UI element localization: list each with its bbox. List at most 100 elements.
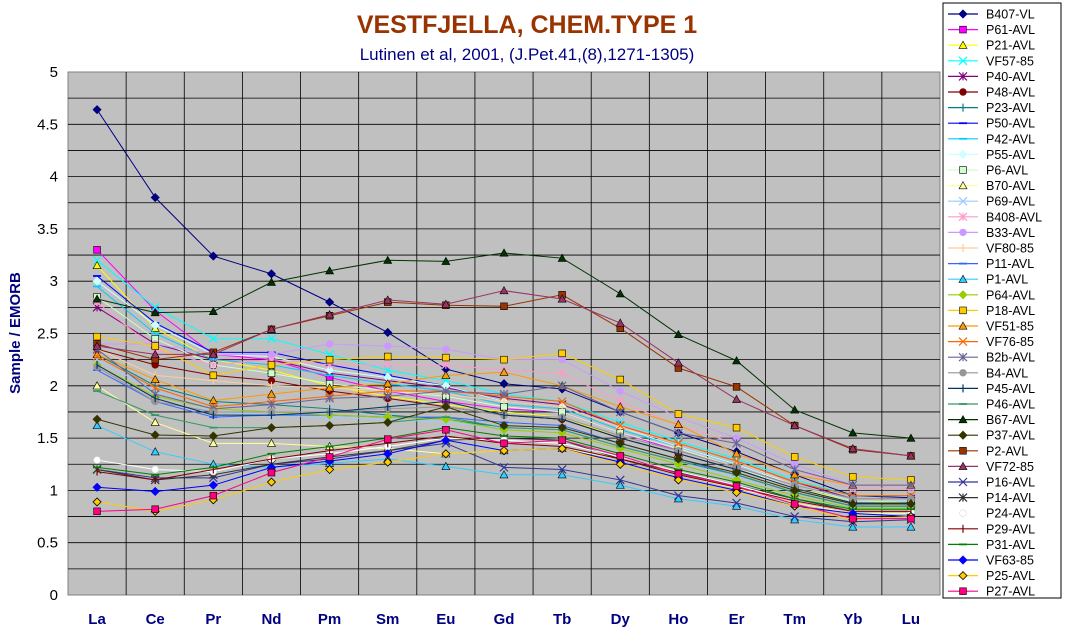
data-point: [209, 371, 218, 380]
legend-item: P25-AVL: [948, 569, 1035, 583]
data-point: [673, 428, 683, 438]
data-point: [958, 9, 968, 19]
data-point: [325, 365, 335, 375]
series-p45-avl: [96, 360, 912, 507]
data-point: [266, 438, 276, 447]
data-point: [150, 430, 160, 440]
data-point: [958, 274, 968, 283]
data-point: [959, 306, 967, 315]
data-point: [732, 394, 742, 403]
data-point: [732, 498, 741, 508]
data-point: [150, 349, 160, 358]
data-point: [616, 387, 624, 395]
x-tick-label: Ho: [668, 611, 688, 628]
data-point: [906, 480, 916, 490]
x-tick-label: Gd: [494, 611, 515, 628]
legend-label: VF51-85: [986, 320, 1034, 334]
data-point: [616, 375, 624, 384]
data-point: [557, 465, 567, 474]
data-point: [325, 310, 335, 319]
legend-item: P27-AVL: [948, 585, 1035, 599]
data-point: [959, 25, 967, 34]
data-point: [615, 480, 625, 489]
data-point: [93, 456, 101, 464]
data-point: [383, 255, 393, 264]
data-point: [384, 342, 392, 350]
data-point: [790, 420, 800, 430]
data-point: [958, 477, 968, 487]
legend-label: VF72-85: [986, 460, 1034, 474]
data-point: [208, 360, 218, 370]
data-point: [616, 452, 624, 460]
data-point: [557, 253, 567, 262]
legend-item: B407-VL: [948, 8, 1035, 22]
legend-label: VF57-85: [986, 54, 1034, 68]
data-point: [150, 417, 160, 426]
data-point: [958, 56, 968, 66]
legend-label: P46-AVL: [986, 398, 1035, 412]
data-point: [615, 318, 625, 327]
legend-item: P31-AVL: [948, 538, 1035, 552]
data-point: [208, 251, 218, 261]
legend-label: P64-AVL: [986, 288, 1035, 302]
data-point: [958, 149, 968, 159]
data-point: [959, 587, 967, 595]
legend-label: P31-AVL: [986, 538, 1035, 552]
y-axis-label: Sample / EMORB: [7, 272, 24, 394]
legend-label: P14-AVL: [986, 491, 1035, 505]
data-point: [673, 438, 683, 448]
data-point: [266, 477, 277, 487]
data-point: [557, 423, 567, 433]
legend-label: P23-AVL: [986, 101, 1035, 115]
legend-label: P42-AVL: [986, 132, 1035, 146]
legend-item: P11-AVL: [948, 257, 1034, 271]
legend-item: P16-AVL: [948, 476, 1035, 490]
data-point: [266, 423, 277, 433]
legend-label: VF80-85: [986, 242, 1034, 256]
data-point: [615, 407, 625, 417]
data-point: [906, 451, 916, 460]
data-point: [499, 462, 509, 472]
x-tick-label: Yb: [843, 611, 862, 628]
data-point: [673, 329, 683, 339]
legend-label: P55-AVL: [986, 148, 1035, 162]
data-point: [499, 379, 509, 389]
legend-item: P50-AVL: [948, 117, 1035, 131]
data-point: [790, 512, 800, 521]
data-point: [325, 453, 334, 461]
chart-subtitle: Lutinen et al, 2001, (J.Pet.41,(8),1271-…: [360, 45, 695, 64]
y-tick-label: 3: [50, 273, 58, 290]
y-tick-label: 4: [50, 169, 58, 186]
data-point: [674, 410, 683, 418]
data-point: [208, 431, 218, 441]
data-point: [958, 461, 968, 470]
data-point: [92, 255, 102, 265]
data-point: [499, 420, 509, 431]
data-point: [267, 468, 276, 477]
data-point: [958, 290, 968, 300]
data-point: [731, 487, 742, 498]
data-point: [150, 302, 160, 312]
data-point: [958, 212, 968, 222]
x-tick-label: La: [88, 611, 106, 628]
gridlines: [68, 72, 940, 595]
data-point: [92, 341, 102, 350]
data-point: [958, 40, 968, 49]
legend-label: B67-AVL: [986, 413, 1035, 427]
data-point: [499, 389, 509, 399]
data-point: [441, 360, 451, 370]
legend-item: P48-AVL: [948, 86, 1035, 100]
legend-label: P27-AVL: [986, 585, 1035, 599]
legend-item: B408-AVL: [948, 210, 1042, 224]
data-point: [499, 367, 509, 376]
data-point: [557, 397, 567, 406]
legend-item: B4-AVL: [948, 366, 1028, 380]
data-point: [150, 447, 160, 456]
legend-label: VF63-85: [986, 554, 1034, 568]
x-tick-label: Tb: [553, 611, 571, 628]
data-point: [907, 514, 915, 523]
data-point: [499, 248, 509, 257]
data-point: [150, 383, 160, 393]
data-point: [959, 166, 967, 174]
legend-label: P45-AVL: [986, 382, 1035, 396]
